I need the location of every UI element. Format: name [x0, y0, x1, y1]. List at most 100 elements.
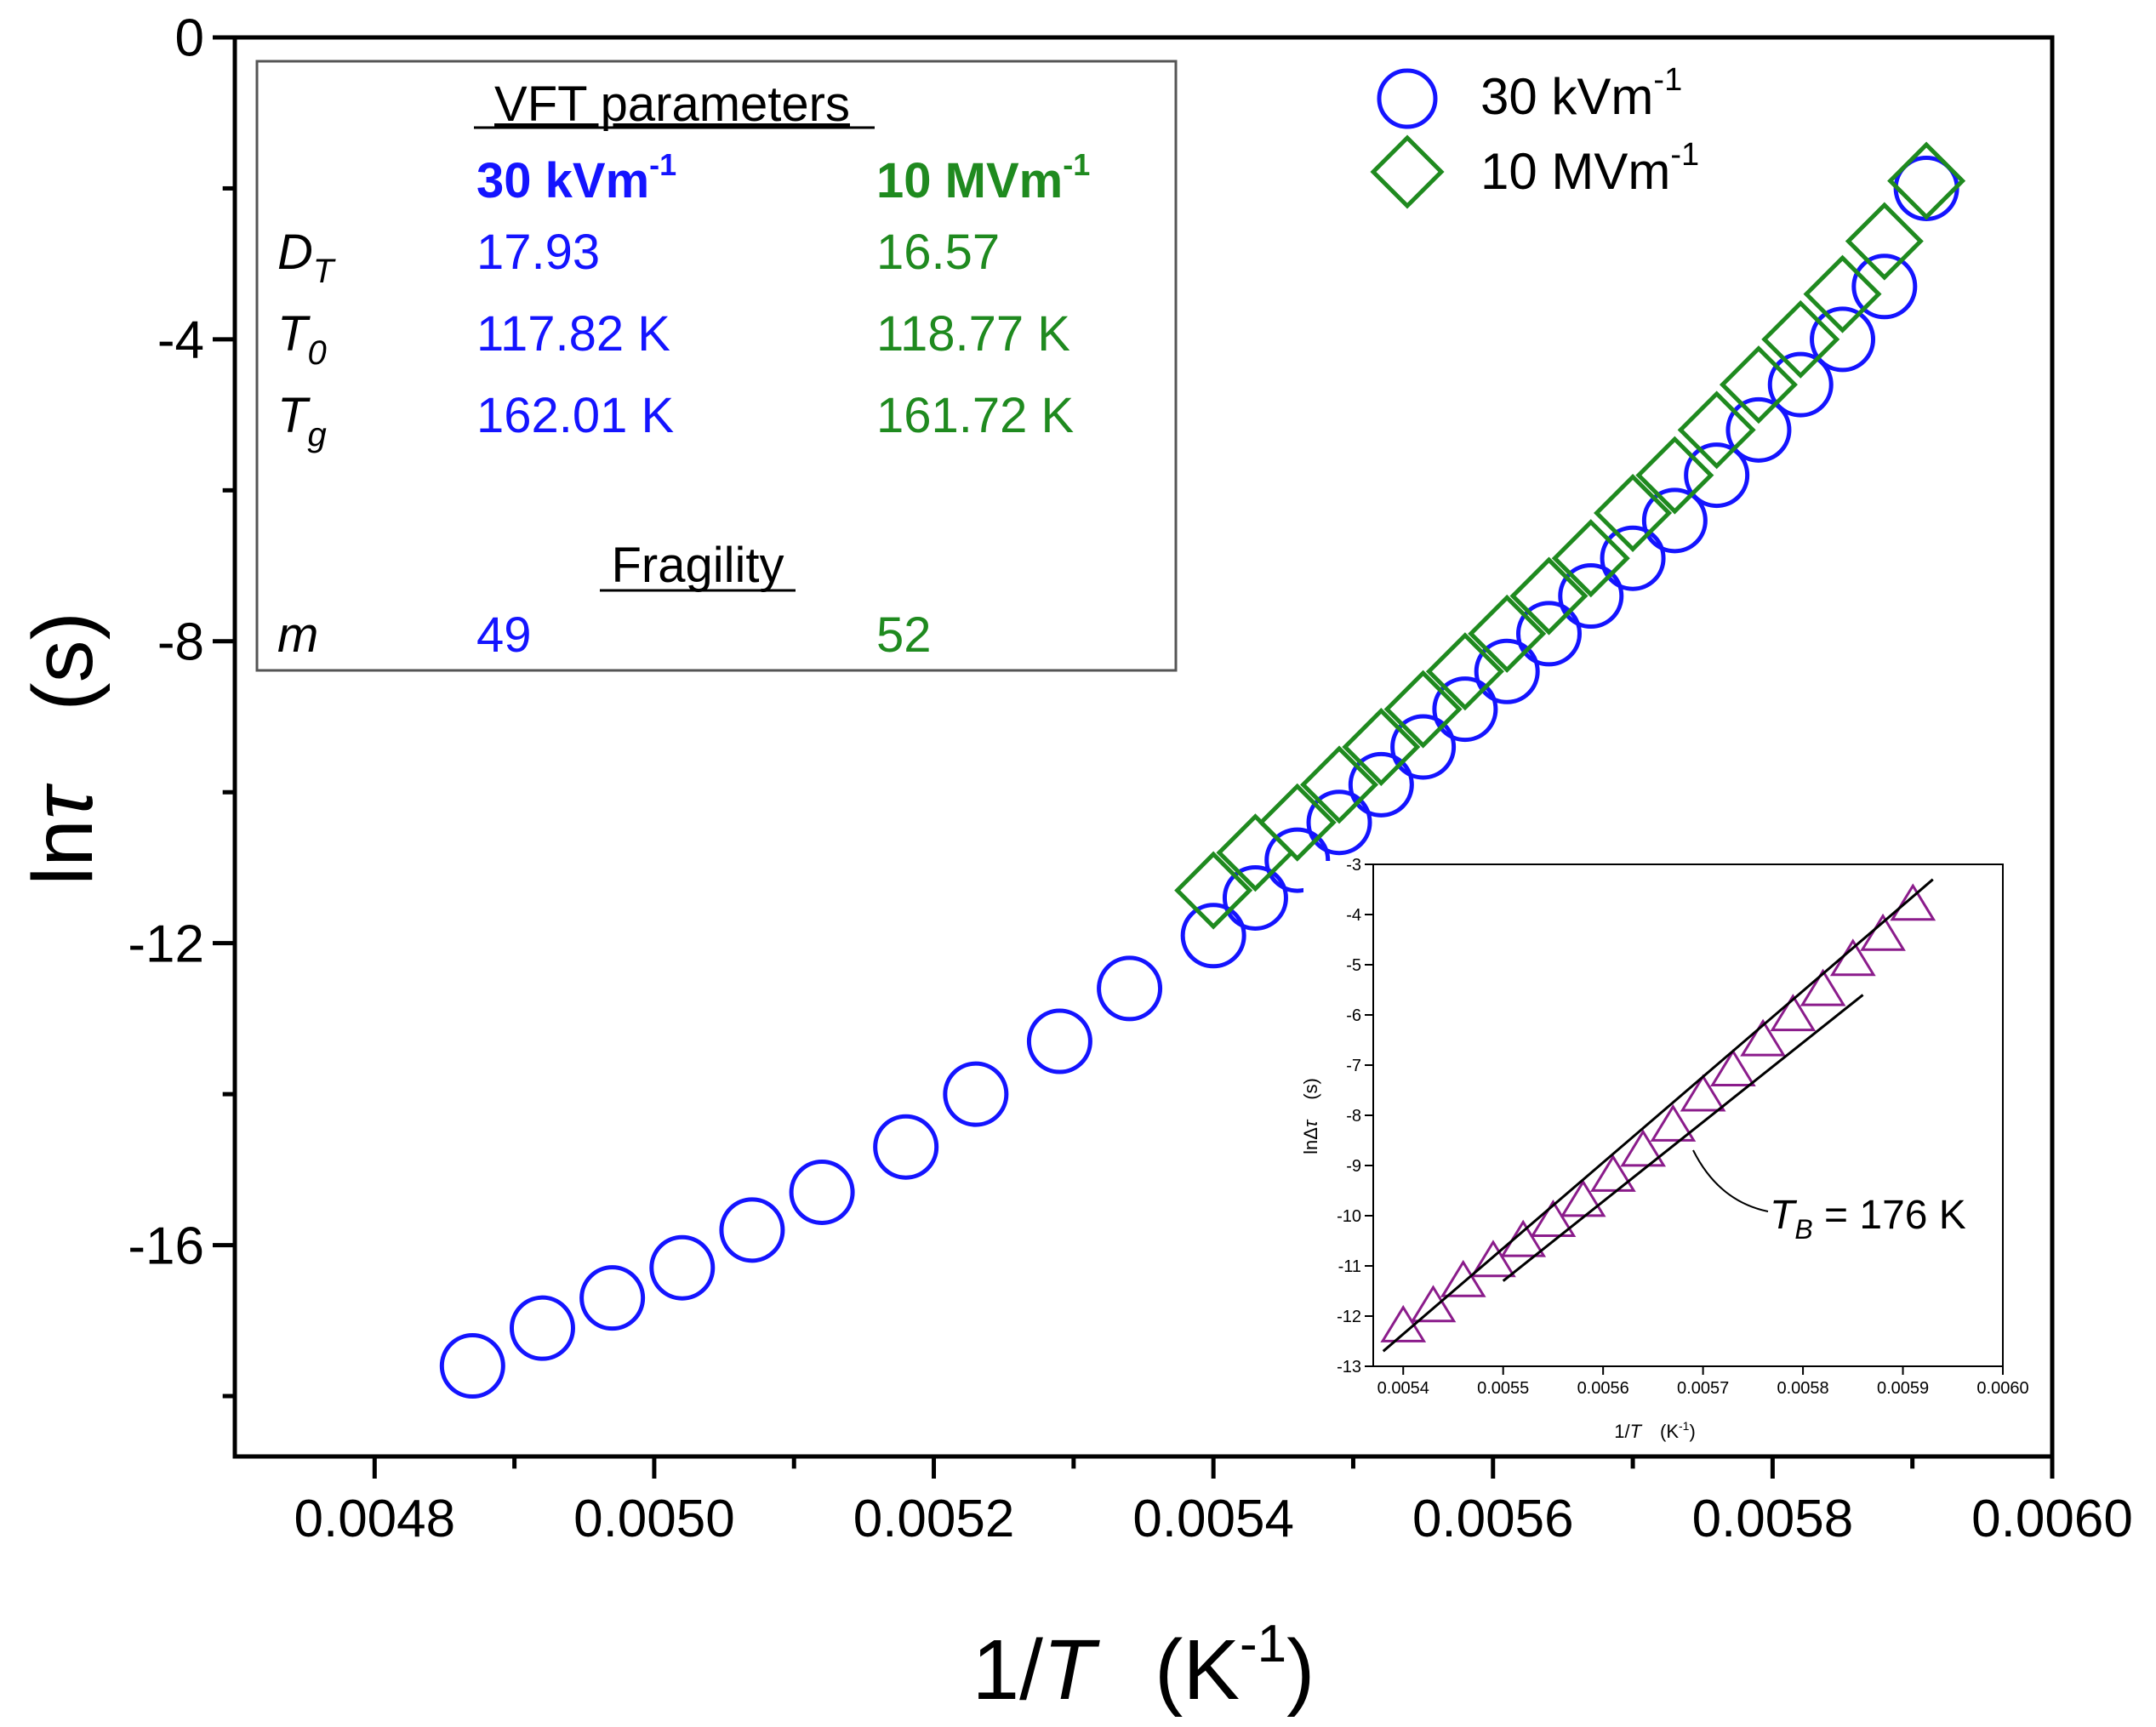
data-point-circle: [1264, 827, 1331, 893]
data-point-circle: [1348, 751, 1414, 818]
data-point-diamond: [1719, 345, 1798, 425]
data-point-circle: [1684, 442, 1750, 509]
main-y-tick-label: -4: [157, 311, 204, 370]
data-point-circle: [1558, 563, 1624, 630]
vft-row-tg-symbol: Tg: [277, 388, 327, 453]
legend-label-10MV: 10 MVm-1: [1480, 137, 1699, 200]
inset-y-tick-label: -13: [1337, 1358, 1361, 1376]
main-plot-frame: [232, 35, 2055, 1459]
vft-row-dt-value-10MV: 16.57: [876, 225, 1000, 280]
data-point-diamond: [1383, 670, 1463, 749]
data-point-circle: [1515, 601, 1582, 667]
inset-x-tick-label: 0.0058: [1777, 1379, 1828, 1398]
main-x-tick-label: 0.0050: [573, 1490, 735, 1548]
inset-y-tick-label: -6: [1346, 1006, 1361, 1025]
inset-x-tick-label: 0.0060: [1976, 1379, 2028, 1398]
main-x-tick-label: 0.0048: [294, 1490, 455, 1548]
main-x-tick-label: 0.0056: [1412, 1490, 1574, 1548]
main-plot: 0.0048 0.0050 0.0052 0.0054 0.0056 0.0058 0.00…: [15, 9, 2133, 1718]
data-point-circle: [1180, 903, 1246, 969]
legend: 30 kVm-1 10 MVm-1: [1370, 62, 1699, 209]
data-point-triangle: [1680, 1074, 1726, 1112]
data-point-diamond: [1635, 436, 1714, 515]
main-y-tick-label: -16: [128, 1217, 204, 1275]
data-point-triangle: [1890, 883, 1936, 921]
data-point-triangle: [1560, 1179, 1606, 1217]
inset-y-tick-label: -8: [1346, 1107, 1361, 1126]
legend-label-30kV: 30 kVm-1: [1480, 62, 1682, 125]
data-point-diamond: [1258, 783, 1337, 862]
main-x-tick-label: 0.0058: [1692, 1490, 1854, 1548]
data-point-triangle: [1590, 1154, 1636, 1192]
main-series-circle: [439, 155, 1959, 1399]
data-point-circle: [1222, 864, 1288, 931]
data-point-diamond: [1845, 202, 1924, 281]
legend-circle-marker: [1377, 68, 1438, 129]
inset-fit-line: [1382, 878, 1934, 1353]
x-axis-unit: (K: [1155, 1622, 1240, 1718]
x-axis-var: T: [1043, 1622, 1100, 1718]
main-y-axis: 0 -4 -8 -12 -16: [128, 9, 235, 1399]
y-axis-title: lnτ (s): [15, 612, 111, 886]
inset-y-tick-label: -3: [1346, 856, 1361, 875]
inset-x-tick-label: 0.0056: [1577, 1379, 1629, 1398]
vft-table-heading: VFT parameters: [494, 77, 850, 132]
data-point-diamond: [1300, 745, 1379, 824]
data-point-circle: [579, 1265, 646, 1331]
vft-row-t0-symbol: T0: [277, 306, 327, 372]
y-axis-var: τ: [15, 783, 111, 819]
inset-plot: 0.0054 0.0055 0.0056 0.0057 0.0058 0.0059 0.00…: [1300, 856, 2029, 1442]
inset-x-axis: 0.0054 0.0055 0.0056 0.0057 0.0058 0.0059 0.00…: [1377, 1366, 2029, 1398]
data-point-diamond: [1551, 519, 1630, 598]
inset-fit-lines: [1382, 878, 1934, 1353]
tb-annotation-leader: [1692, 1149, 1769, 1212]
main-x-axis: 0.0048 0.0050 0.0052 0.0054 0.0056 0.0058 0.00…: [294, 1456, 2133, 1548]
x-axis-unit-sup: -1: [1240, 1615, 1286, 1673]
data-point-circle: [789, 1159, 855, 1225]
inset-x-tick-label: 0.0059: [1877, 1379, 1929, 1398]
legend-diamond-marker: [1370, 134, 1445, 209]
vft-table-border: [255, 60, 1178, 672]
main-x-tick-label: 0.0054: [1132, 1490, 1294, 1548]
data-point-diamond: [1509, 556, 1588, 636]
vft-col-header-30kV: 30 kVm-1: [476, 147, 676, 208]
inset-y-tick-label: -11: [1338, 1257, 1361, 1276]
vft-row-tg-value-30kV: 162.01 K: [476, 388, 675, 443]
data-point-circle: [1851, 254, 1918, 320]
data-point-diamond: [1761, 299, 1840, 379]
inset-y-tick-label: -9: [1346, 1157, 1361, 1176]
main-series: [439, 141, 1966, 1399]
fragility-heading: Fragility: [611, 538, 784, 593]
data-point-diamond: [1174, 851, 1253, 930]
data-point-circle: [1097, 955, 1163, 1022]
data-point-triangle: [1709, 1049, 1756, 1086]
vft-row-dt-symbol: DT: [277, 225, 336, 290]
data-point-triangle: [1740, 1018, 1786, 1057]
y-axis-fn: ln: [15, 819, 111, 886]
vft-row-tg-value-10MV: 161.72 K: [876, 388, 1075, 443]
inset-fit-line: [1502, 994, 1864, 1282]
main-y-tick-label: 0: [175, 9, 204, 68]
vft-parameter-table: VFT parameters 30 kVm-1 10 MVm-1 DT 17.9…: [255, 60, 1178, 672]
data-point-circle: [509, 1295, 575, 1361]
inset-y-tick-label: -4: [1346, 906, 1361, 925]
data-point-circle: [1474, 638, 1540, 704]
data-point-circle: [719, 1197, 785, 1263]
fragility-symbol: m: [277, 607, 318, 663]
data-point-diamond: [1594, 473, 1673, 552]
y-axis-unit: (s): [15, 612, 111, 711]
inset-y-tick-label: -12: [1337, 1308, 1361, 1326]
main-y-tick-label: -8: [157, 613, 204, 671]
inset-x-tick-label: 0.0054: [1377, 1379, 1429, 1398]
data-point-triangle: [1770, 994, 1817, 1032]
vft-col-header-10MV: 10 MVm-1: [876, 147, 1090, 208]
inset-y-tick-label: -7: [1346, 1057, 1361, 1075]
data-point-circle: [1767, 351, 1834, 418]
main-series-diamond: [1174, 141, 1966, 930]
fragility-value-30kV: 49: [476, 607, 532, 663]
data-point-triangle: [1410, 1285, 1457, 1323]
data-point-circle: [1600, 525, 1666, 591]
data-point-circle: [1641, 487, 1708, 554]
data-point-circle: [1810, 306, 1876, 373]
